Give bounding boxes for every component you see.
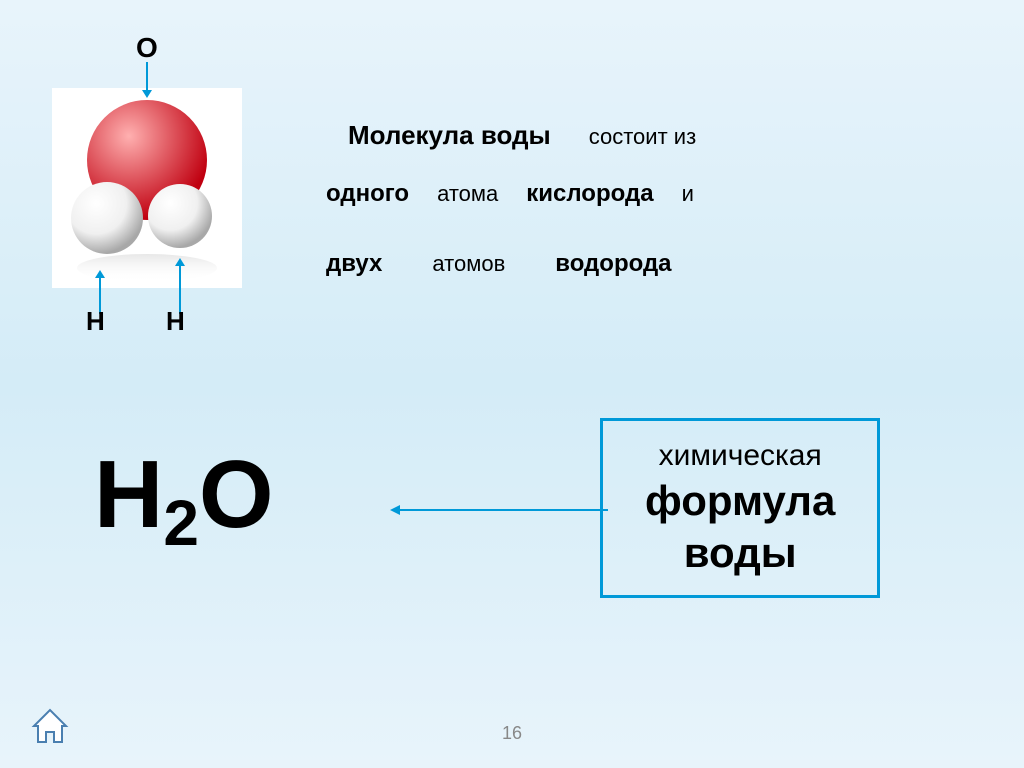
- description-row-1: Молекула воды состоит из: [348, 120, 696, 151]
- text-formula: формула: [645, 477, 835, 525]
- chemical-formula: H2O: [94, 440, 274, 550]
- formula-subscript-2: 2: [163, 487, 199, 559]
- text-and: и: [682, 181, 694, 207]
- description-row-2: одного атома кислорода и: [326, 180, 694, 208]
- description-row-3: двух атомов водорода: [326, 250, 672, 278]
- formula-h: H: [94, 441, 163, 548]
- text-chemical: химическая: [645, 439, 835, 473]
- text-molecule-water: Молекула воды: [348, 120, 551, 151]
- formula-label-box: химическая формула воды: [600, 418, 880, 598]
- molecule-diagram: [52, 88, 242, 288]
- text-water: воды: [645, 529, 835, 577]
- molecule-svg: [52, 88, 242, 288]
- text-hydrogen: водорода: [555, 250, 671, 278]
- formula-o: O: [199, 441, 274, 548]
- label-hydrogen-2: H: [166, 306, 185, 337]
- home-icon[interactable]: [28, 704, 72, 748]
- arrow-box-to-formula: [390, 502, 610, 518]
- text-atom: атома: [437, 181, 498, 207]
- label-hydrogen-1: H: [86, 306, 105, 337]
- page-number: 16: [0, 723, 1024, 744]
- text-consists-of: состоит из: [589, 124, 696, 150]
- arrow-o-to-molecule: [140, 62, 154, 100]
- text-atoms: атомов: [432, 251, 505, 277]
- label-oxygen: O: [136, 32, 158, 64]
- text-one: одного: [326, 180, 409, 208]
- text-two: двух: [326, 250, 382, 278]
- text-oxygen: кислорода: [526, 180, 653, 208]
